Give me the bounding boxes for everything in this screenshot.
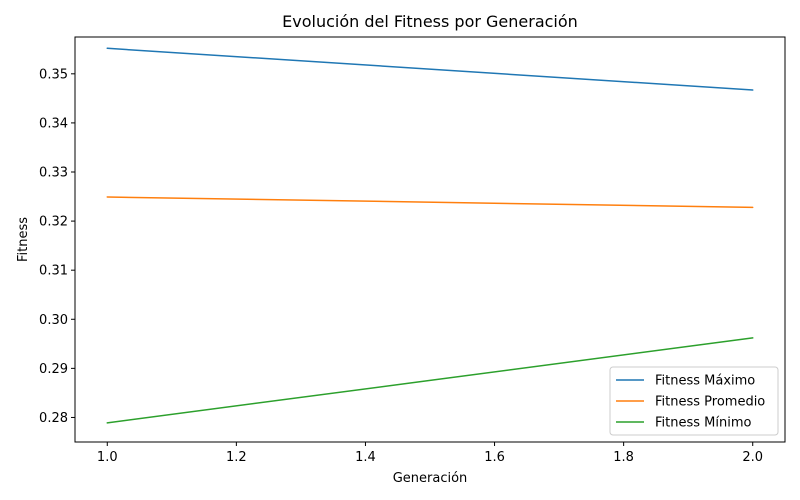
y-axis: 0.28 0.29 0.30 0.31 0.32 0.33 0.34 0.35	[39, 67, 75, 426]
series-line-fitness-minimo	[106, 337, 754, 424]
legend-box	[609, 366, 779, 436]
y-tick-label: 0.29	[39, 362, 68, 377]
y-tick-label: 0.30	[39, 313, 68, 328]
legend-label-fitness-promedio: Fitness Promedio	[655, 395, 765, 410]
legend-label-fitness-minimo: Fitness Mínimo	[655, 416, 751, 431]
series-line-fitness-promedio	[106, 196, 754, 209]
x-tick-label: 1.4	[355, 450, 376, 465]
x-tick-label: 1.2	[226, 450, 247, 465]
legend-label-fitness-maximo: Fitness Máximo	[655, 374, 755, 389]
x-axis: 1.0 1.2 1.4 1.6 1.8 2.0	[97, 442, 763, 465]
x-tick-label: 2.0	[742, 450, 763, 465]
y-axis-label: Fitness	[16, 217, 31, 262]
x-tick-label: 1.0	[97, 450, 118, 465]
plot-frame	[74, 36, 786, 443]
y-tick-label: 0.32	[39, 215, 68, 230]
chart-title: Evolución del Fitness por Generación	[282, 12, 578, 31]
y-tick-label: 0.31	[39, 264, 68, 279]
x-axis-label: Generación	[393, 471, 468, 486]
y-tick-label: 0.35	[39, 67, 68, 82]
series-line-fitness-maximo	[106, 47, 754, 91]
y-tick-label: 0.28	[39, 411, 68, 426]
legend: Fitness Máximo Fitness Promedio Fitness Mí…	[609, 366, 779, 436]
x-tick-label: 1.8	[613, 450, 634, 465]
x-tick-label: 1.6	[484, 450, 505, 465]
y-tick-label: 0.34	[39, 116, 68, 131]
y-tick-label: 0.33	[39, 166, 68, 181]
series-lines	[106, 47, 754, 424]
